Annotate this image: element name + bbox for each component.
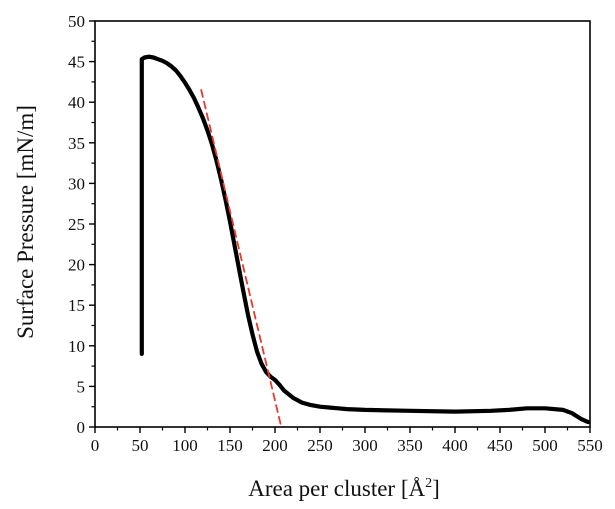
y-tick-label: 15 [68,296,85,315]
x-tick-label: 250 [307,436,333,455]
axes-frame [94,20,591,428]
y-tick-label: 0 [77,418,86,437]
y-tick-label: 5 [77,377,86,396]
y-tick-label: 30 [68,174,85,193]
x-tick-label: 350 [397,436,423,455]
x-tick-label: 450 [487,436,513,455]
y-tick-label: 50 [68,12,85,31]
ticks-layer: 0 50 100 150 200 250 300 350 400 450 500 550 0 5 10 15 2… [68,12,603,455]
isotherm-line [139,54,591,425]
y-tick-label: 45 [68,53,85,72]
x-tick-label: 300 [352,436,378,455]
x-tick-label: 150 [217,436,243,455]
x-tick-label: 200 [262,436,288,455]
y-axis-label: Surface Pressure [mN/m] [13,105,38,339]
axes-layer [94,20,591,428]
x-tick-label: 550 [577,436,603,455]
y-tick-label: 35 [68,134,85,153]
x-axis-label: Area per cluster [Å2] [248,476,440,501]
x-tick-label: 50 [132,436,149,455]
y-tick-label: 40 [68,93,85,112]
x-tick-label: 0 [91,436,100,455]
x-tick-label: 500 [532,436,558,455]
y-tick-label: 20 [68,256,85,275]
series-layer [139,54,591,428]
y-tick-label: 25 [68,215,85,234]
y-tick-label: 10 [68,337,85,356]
x-tick-label: 400 [442,436,468,455]
fit-line-dashed [200,89,283,428]
x-tick-label: 100 [172,436,198,455]
